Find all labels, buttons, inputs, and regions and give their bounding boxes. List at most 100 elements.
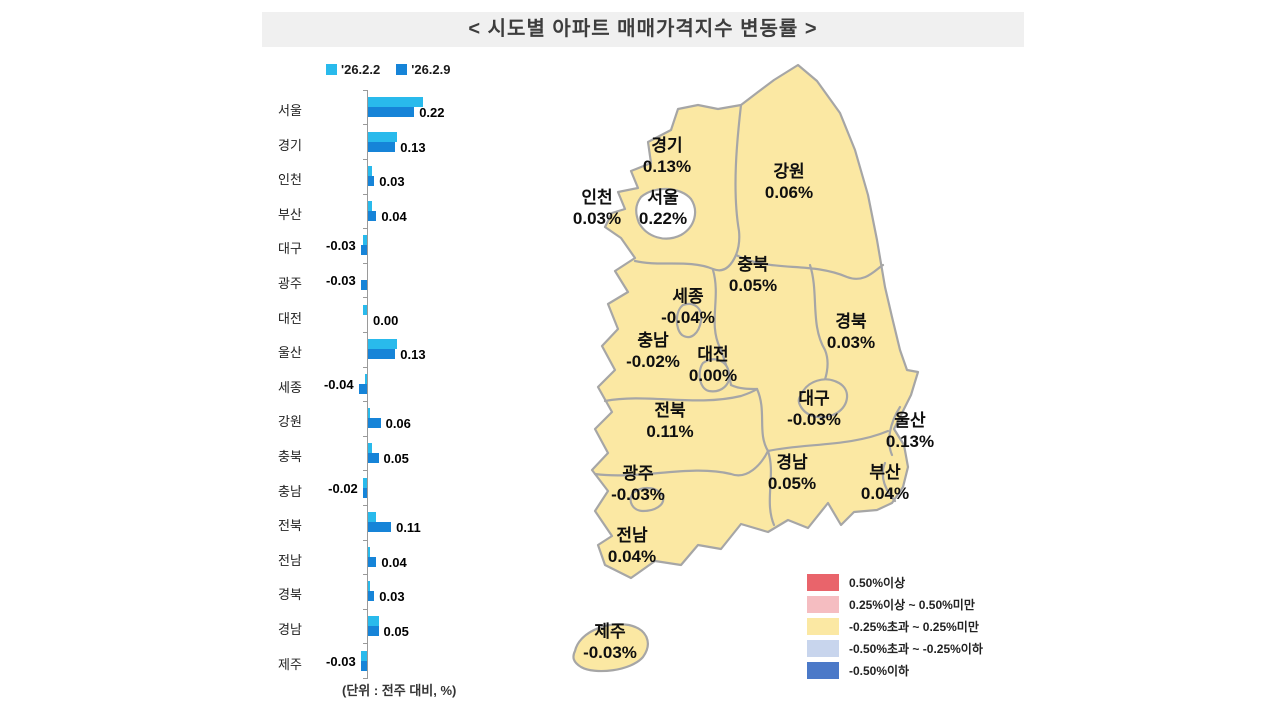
- bar-prev-week: [368, 512, 377, 523]
- map-legend-swatch-icon: [807, 617, 839, 635]
- axis-tick: [363, 470, 368, 472]
- map-region-name: 대구: [798, 389, 830, 408]
- curr-week-swatch-icon: [396, 64, 408, 75]
- bar-prev-week: [362, 235, 367, 246]
- daejeon-region: [698, 358, 731, 393]
- map-legend-row: -0.50%초과 ~ -0.25%이하: [807, 637, 983, 659]
- map-region-name: 전북: [654, 401, 686, 420]
- map-legend-swatch-icon: [807, 639, 839, 657]
- map-region-value: 0.22%: [638, 209, 688, 228]
- bar-chart-panel: '26.2.2 '26.2.9 서울 0.22 경기 0.13 인천 0.03 부산 0.04…: [270, 60, 488, 710]
- bar-category-label: 대전: [278, 310, 302, 326]
- map-region-value: -0.04%: [661, 308, 715, 327]
- map-region-label-강원: 강원 0.06%: [765, 161, 813, 203]
- daegu-region: [797, 378, 849, 419]
- bar-value-label: 0.05: [383, 624, 409, 639]
- map-region-name: 경북: [835, 312, 867, 331]
- map-region-name: 강원: [773, 162, 805, 181]
- bar-category-label: 부산: [278, 206, 302, 222]
- map-region-name: 울산: [894, 411, 926, 430]
- bar-category-label: 광주: [278, 276, 302, 291]
- axis-tick: [363, 504, 368, 506]
- map-legend-row: 0.25%이상 ~ 0.50%미만: [807, 593, 983, 615]
- map-legend: 0.50%이상 0.25%이상 ~ 0.50%미만 -0.25%초과 ~ 0.25%…: [807, 571, 983, 681]
- province-border: [766, 449, 776, 527]
- axis-tick: [363, 193, 368, 195]
- bar-curr-week: [368, 591, 375, 602]
- bar-prev-week: [368, 546, 371, 557]
- bar-value-label: -0.03: [326, 238, 356, 254]
- bar-curr-week: [358, 383, 367, 394]
- map-region-name: 광주: [622, 464, 654, 483]
- bar-category-label: 충남: [278, 483, 302, 499]
- bar-prev-week: [368, 339, 398, 350]
- bar-category-label: 인천: [278, 172, 302, 188]
- bar-category-label: 경기: [278, 137, 302, 153]
- bar-prev-week: [362, 477, 367, 488]
- map-region-label-광주: 광주 -0.03%: [611, 463, 665, 505]
- value-axis: [367, 90, 368, 678]
- map-region-value: -0.03%: [787, 410, 841, 429]
- map-legend-label: 0.25%이상 ~ 0.50%미만: [849, 597, 975, 612]
- bar-value-label: 0.03: [379, 589, 405, 605]
- map-region-value: 0.05%: [728, 276, 778, 295]
- map-region-value: -0.02%: [626, 352, 680, 371]
- map-region-label-제주: 제주 -0.03%: [583, 621, 637, 663]
- map-region-name: 세종: [672, 287, 704, 306]
- map-legend-label: -0.25%초과 ~ 0.25%미만: [849, 619, 979, 634]
- map-legend-row: -0.25%초과 ~ 0.25%미만: [807, 615, 983, 637]
- bar-category-label: 울산: [278, 345, 302, 361]
- map-region-name: 제주: [594, 622, 626, 641]
- map-region-name: 전남: [616, 526, 648, 545]
- map-region-name: 대전: [697, 345, 729, 364]
- bar-category-label: 제주: [278, 656, 302, 672]
- map-region-name: 인천: [581, 188, 613, 207]
- bar-value-label: -0.03: [326, 653, 356, 669]
- map-legend-row: 0.50%이상: [807, 571, 983, 593]
- korea-map: [572, 63, 920, 673]
- map-region-label-전남: 전남 0.04%: [608, 525, 656, 567]
- axis-tick: [363, 643, 368, 645]
- bar-prev-week: [368, 616, 379, 626]
- prev-week-swatch-icon: [326, 64, 337, 75]
- bar-category-label: 경북: [278, 587, 302, 603]
- bar-category-label: 전북: [278, 518, 302, 534]
- province-border: [766, 429, 890, 453]
- map-region-value: 0.13%: [642, 157, 692, 176]
- legend-item-curr-week: '26.2.9: [396, 62, 451, 77]
- map-region-label-인천: 인천 0.03%: [573, 187, 621, 229]
- curr-week-label: '26.2.9: [411, 62, 451, 77]
- bar-value-label: -0.04: [323, 376, 354, 392]
- map-region-value: 0.06%: [764, 183, 814, 202]
- bar-curr-week: [368, 349, 396, 360]
- bar-prev-week: [362, 304, 367, 315]
- bar-value-label: 0.13: [400, 347, 426, 363]
- bar-prev-week: [364, 373, 367, 384]
- bar-curr-week: [368, 176, 375, 187]
- bar-curr-week: [368, 626, 379, 636]
- unit-note: (단위 : 전주 대비, %): [342, 683, 457, 698]
- map-legend-swatch-icon: [807, 661, 839, 679]
- bar-curr-week: [360, 245, 367, 256]
- map-region-label-대전: 대전 0.00%: [689, 344, 737, 386]
- bar-curr-week: [368, 453, 379, 463]
- bar-category-label: 대구: [278, 241, 302, 257]
- map-region-value: 0.13%: [885, 432, 935, 451]
- bar-category-label: 전남: [278, 552, 302, 568]
- gwangju-region: [629, 487, 665, 513]
- axis-tick: [363, 262, 368, 264]
- map-region-name: 부산: [869, 463, 901, 482]
- map-region-label-충남: 충남 -0.02%: [626, 330, 680, 372]
- map-region-label-서울: 서울 0.22%: [639, 187, 687, 229]
- axis-tick: [363, 539, 368, 541]
- bar-curr-week: [362, 487, 367, 498]
- map-region-value: -0.03%: [583, 643, 637, 662]
- jeju-island-region: [572, 623, 649, 673]
- map-region-label-경북: 경북 0.03%: [827, 311, 875, 353]
- map-region-value: 0.04%: [860, 484, 910, 503]
- map-region-label-울산: 울산 0.13%: [886, 410, 934, 452]
- bar-prev-week: [368, 97, 423, 107]
- map-region-value: 0.05%: [767, 474, 817, 493]
- bar-prev-week: [368, 200, 373, 211]
- bar-curr-week: [368, 418, 381, 429]
